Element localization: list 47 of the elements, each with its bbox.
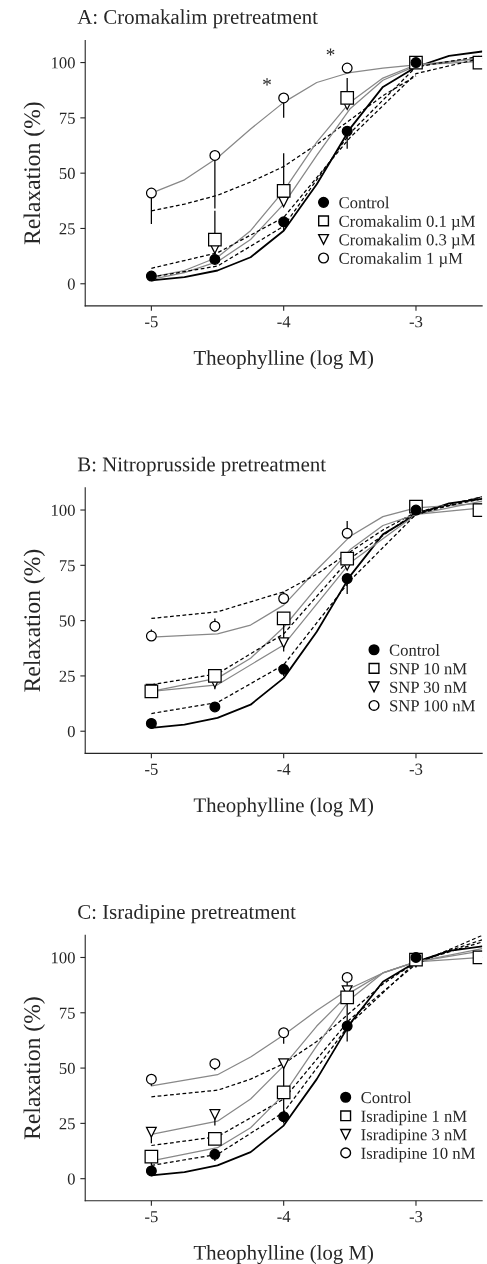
x-tick-label: -4 [277,316,291,328]
x-tick-label: -3 [409,1211,423,1223]
x-tick-label: -5 [145,316,158,328]
legend-label: Cromakalim 0.3 µM [339,233,475,249]
chart-title: A: Cromakalim pretreatment [77,9,318,29]
y-tick-label: 75 [59,112,75,124]
y-axis-title: Relaxation (%) [23,102,45,245]
y-axis-title: Relaxation (%) [23,549,45,692]
legend-label: Isradipine 1 nM [361,1110,467,1126]
legend-label: Isradipine 10 nM [361,1147,475,1163]
legend-label: SNP 100 nM [390,700,475,712]
y-tick-label: 50 [59,615,75,627]
legend-label: SNP 30 nM [390,681,467,693]
x-axis-title: Theophylline (log M) [193,797,374,817]
x-tick-label: -3 [409,763,423,775]
x-tick-label: -4 [277,1211,291,1223]
y-axis-title: Relaxation (%) [23,997,45,1140]
y-tick-label: 25 [59,1118,75,1130]
y-tick-label: 25 [59,223,75,235]
legend-label: Control [361,1091,412,1104]
y-tick-label: 0 [67,1173,75,1185]
chart-title: C: Isradipine pretreatment [78,904,296,924]
y-tick-label: 50 [59,1062,75,1075]
legend-label: Control [339,196,390,209]
legend-label: Isradipine 3 nM [361,1128,467,1144]
y-tick-label: 100 [51,504,75,516]
legend-label: Cromakalim 1 µM [339,252,463,268]
y-tick-label: 100 [51,952,75,964]
legend-label: Cromakalim 0.1 µM [339,215,475,231]
y-tick-label: 0 [67,278,75,290]
annotation: * [326,48,335,56]
x-tick-label: -4 [277,763,291,775]
y-tick-label: 0 [67,725,75,738]
y-tick-label: 75 [59,1007,75,1019]
x-tick-label: -5 [145,763,158,775]
y-tick-label: 100 [51,57,75,69]
y-tick-label: 25 [59,670,75,682]
chart-title: B: Nitroprusside pretreatment [77,456,326,476]
x-axis-title: Theophylline (log M) [193,1245,374,1264]
legend-label: Control [389,644,440,656]
legend-label: SNP 10 nM [390,663,467,675]
y-tick-label: 75 [59,560,75,572]
x-tick-label: -3 [409,316,423,328]
annotation: * [263,78,271,86]
y-tick-label: 50 [59,167,75,180]
x-tick-label: -5 [145,1211,158,1223]
x-axis-title: Theophylline (log M) [193,350,374,370]
